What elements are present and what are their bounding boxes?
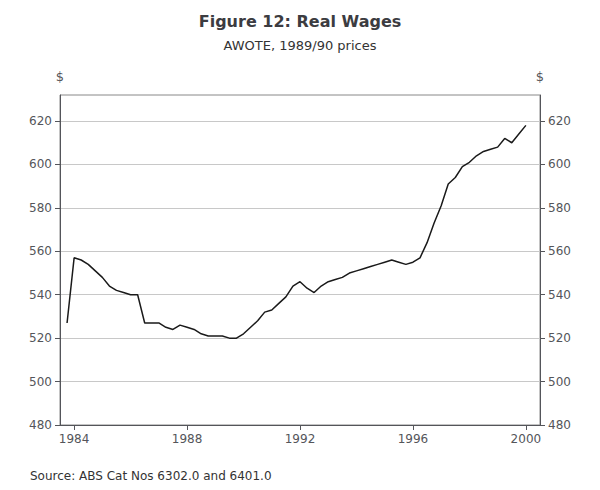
svg-text:580: 580 <box>548 201 571 215</box>
svg-text:1988: 1988 <box>172 432 203 446</box>
svg-text:AWOTE, 1989/90 prices: AWOTE, 1989/90 prices <box>224 38 377 53</box>
svg-text:520: 520 <box>29 331 52 345</box>
svg-text:2000: 2000 <box>511 432 542 446</box>
svg-text:480: 480 <box>548 418 571 432</box>
svg-text:1984: 1984 <box>59 432 90 446</box>
svg-text:540: 540 <box>29 288 52 302</box>
svg-text:1996: 1996 <box>398 432 429 446</box>
svg-text:520: 520 <box>548 331 571 345</box>
svg-text:1992: 1992 <box>285 432 316 446</box>
svg-text:Figure 12: Real Wages: Figure 12: Real Wages <box>199 12 402 31</box>
svg-text:540: 540 <box>548 288 571 302</box>
svg-text:500: 500 <box>29 375 52 389</box>
svg-text:480: 480 <box>29 418 52 432</box>
svg-text:620: 620 <box>548 114 571 128</box>
svg-text:620: 620 <box>29 114 52 128</box>
svg-text:$: $ <box>56 69 64 84</box>
svg-text:600: 600 <box>29 157 52 171</box>
svg-text:$: $ <box>536 69 544 84</box>
svg-text:600: 600 <box>548 157 571 171</box>
svg-text:Source: ABS Cat Nos 6302.0 and: Source: ABS Cat Nos 6302.0 and 6401.0 <box>30 469 272 483</box>
svg-text:560: 560 <box>29 244 52 258</box>
svg-text:560: 560 <box>548 244 571 258</box>
svg-text:580: 580 <box>29 201 52 215</box>
svg-text:500: 500 <box>548 375 571 389</box>
